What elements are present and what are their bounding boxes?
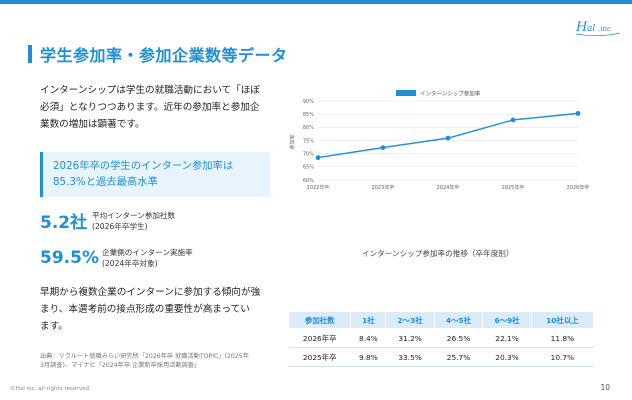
x-tick-label: 2025年卒 (502, 184, 525, 191)
company-count-table: 参加社数 1社 2〜3社 4〜5社 6〜9社 10社以上 2026年卒 8.4%… (287, 311, 595, 367)
stat-label: 企業側のインターン実施率 (102, 248, 193, 257)
table-header-cell: 10社以上 (530, 311, 595, 329)
table-header-cell: 6〜9社 (482, 311, 532, 329)
table-cell: 25.7% (434, 347, 483, 367)
x-tick-label: 2026年卒 (567, 184, 590, 191)
table-header-row: 参加社数 1社 2〜3社 4〜5社 6〜9社 10社以上 (287, 311, 595, 329)
stat-description: 平均インターン参加社数 (2026年卒学生) (92, 210, 175, 232)
stat-value: 59.5% (40, 248, 99, 268)
y-tick-label: 65% (303, 165, 314, 171)
table-cell: 2025年卒 (288, 347, 351, 367)
trend-line: まり、本選考前の接点形成の重要性が高まってい (40, 304, 250, 315)
stat-implementation-rate: 59.5% 企業側のインターン実施率 (2024年卒対象) (40, 247, 193, 269)
svg-text:H: H (575, 20, 588, 35)
stat-sublabel: (2026年卒学生) (92, 221, 148, 231)
hal-logo: H al .inc (575, 20, 621, 37)
table-header-cell: 4〜5社 (433, 311, 484, 329)
intro-paragraph: インターンシップは学生の就職活動において「ほぼ 必須」となりつつあります。近年の… (40, 82, 272, 133)
svg-text:al: al (587, 24, 595, 34)
table-cell: 31.2% (385, 328, 435, 348)
x-tick-label: 2023年卒 (372, 184, 395, 191)
callout-line: 2026年卒の学生のインターン参加率は (53, 160, 234, 172)
data-point (510, 117, 516, 123)
trend-paragraph: 早期から複数企業のインターンに参加する傾向が強 まり、本選考前の接点形成の重要性… (40, 284, 276, 335)
y-tick-label: 80% (303, 125, 314, 131)
stat-value: 5.2社 (40, 213, 88, 233)
chart-caption: インターンシップ参加率の推移（卒年度別） (362, 249, 514, 258)
table-cell: 11.8% (531, 328, 594, 348)
stat-description: 企業側のインターン実施率 (2024年卒対象) (102, 247, 193, 269)
y-tick-label: 85% (303, 112, 314, 118)
data-point (575, 110, 581, 116)
copyright: ©Hal inc. all rights reserved. (10, 386, 91, 392)
series-line (317, 112, 579, 159)
data-point (315, 155, 321, 161)
source-line: 3月調査)、マイナビ「2024年卒 企業新卒採用活動調査」 (40, 362, 201, 369)
table-cell: 33.5% (385, 347, 435, 367)
page-title-block: 学生参加率・参加企業数等データ (28, 42, 288, 66)
callout-line: 85.3%と過去最高水準 (53, 176, 158, 188)
participation-line-chart: インターンシップ参加率 参加率 90% 85% 80% 75% 70% 65% 60% 20… (289, 90, 590, 192)
table-cell: 2026年卒 (288, 328, 351, 348)
title-accent-bar (28, 45, 32, 63)
table-cell: 20.3% (482, 347, 532, 367)
highlight-callout: 2026年卒の学生のインターン参加率は 85.3%と過去最高水準 (40, 152, 270, 197)
table-cell: 26.5% (434, 328, 483, 348)
table-row: 2025年卒 9.8% 33.5% 25.7% 20.3% 10.7% (288, 347, 594, 367)
x-tick-label: 2022年卒 (307, 184, 330, 191)
intro-line: 必須」となりつつあります。近年の参加率と参加企 (40, 102, 260, 113)
y-tick-label: 75% (303, 138, 314, 144)
source-line: 出典：リクルート就職みらい研究所「2026年卒 就職活動TOPIC」(2025年 (40, 353, 249, 360)
legend-swatch (396, 90, 416, 96)
data-point (380, 145, 386, 151)
y-axis-label: 参加率 (289, 134, 296, 149)
table-cell: 9.8% (350, 347, 386, 367)
page-number: 10 (600, 383, 610, 392)
stat-label: 平均インターン参加社数 (92, 210, 176, 220)
stat-average-companies: 5.2社 平均インターン参加社数 (2026年卒学生) (40, 208, 175, 234)
table-header-cell: 1社 (350, 311, 387, 329)
source-note: 出典：リクルート就職みらい研究所「2026年卒 就職活動TOPIC」(2025年… (40, 352, 280, 370)
y-tick-label: 60% (303, 178, 314, 184)
table-header-cell: 参加社数 (287, 311, 352, 329)
intro-line: インターンシップは学生の就職活動において「ほぼ (40, 85, 260, 96)
trend-line: ます。 (40, 321, 68, 332)
stat-sublabel: (2024年卒対象) (102, 259, 158, 268)
y-tick-label: 70% (303, 151, 314, 157)
table-cell: 22.1% (482, 328, 532, 348)
table-cell: 8.4% (350, 328, 386, 348)
x-tick-label: 2024年卒 (437, 184, 460, 191)
page-title: 学生参加率・参加企業数等データ (40, 46, 288, 65)
svg-text:.inc: .inc (598, 25, 611, 33)
top-accent-bar (0, 0, 632, 4)
intro-line: 業数の増加は顕著です。 (40, 119, 145, 130)
table-cell: 10.7% (531, 347, 594, 367)
table-row: 2026年卒 8.4% 31.2% 26.5% 22.1% 11.8% (288, 328, 594, 348)
legend-label: インターンシップ参加率 (420, 90, 481, 98)
y-tick-label: 90% (303, 99, 314, 105)
table-header-cell: 2〜3社 (385, 311, 435, 329)
data-point (445, 135, 451, 141)
trend-line: 早期から複数企業のインターンに参加する傾向が強 (40, 287, 261, 298)
